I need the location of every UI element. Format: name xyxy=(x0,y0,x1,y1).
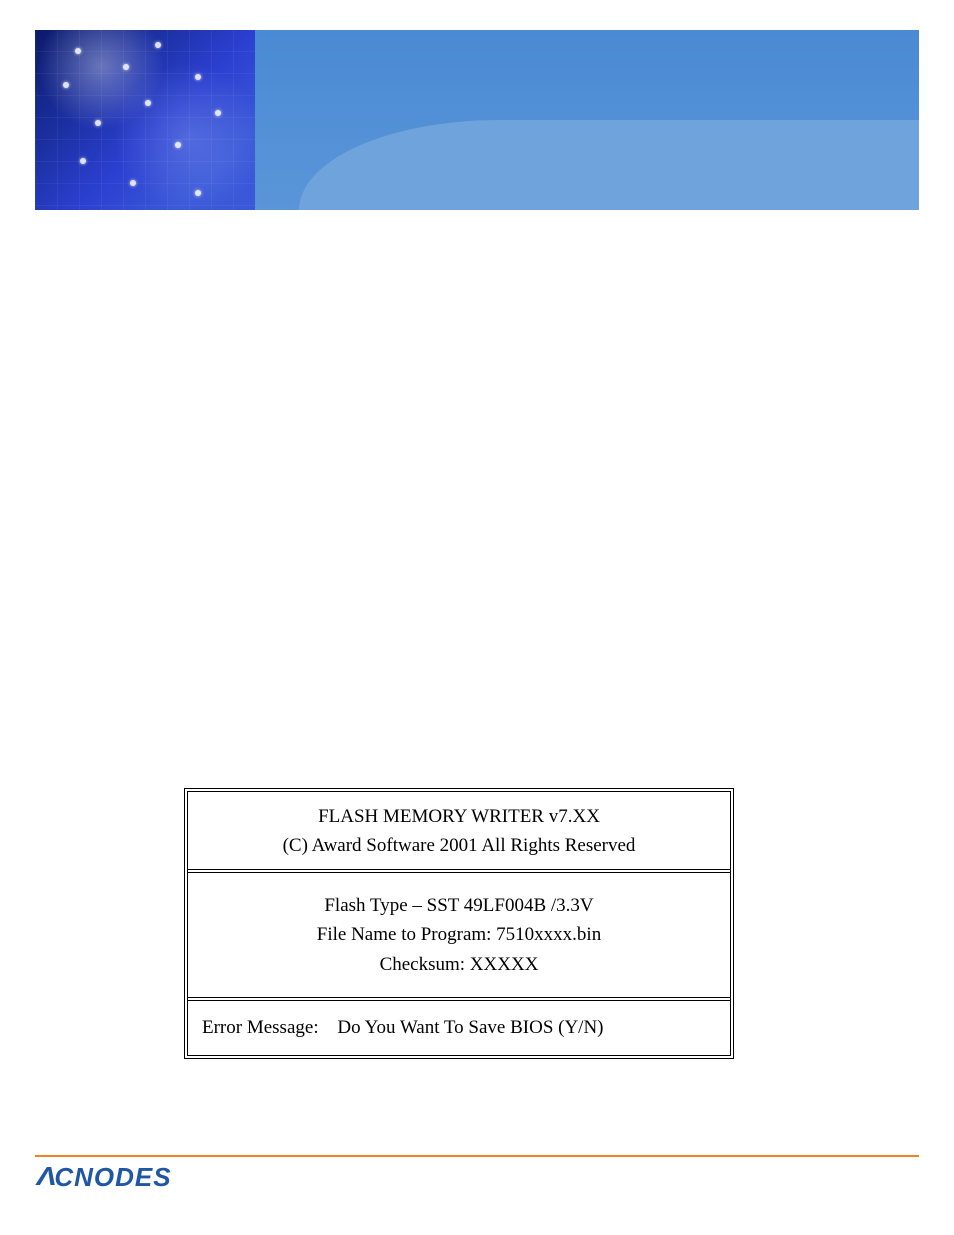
flash-writer-copyright: (C) Award Software 2001 All Rights Reser… xyxy=(200,831,718,860)
logo-caret-icon: Λ xyxy=(37,1161,58,1192)
circuit-dots xyxy=(35,30,255,210)
file-name-to-program: File Name to Program: 7510xxxx.bin xyxy=(200,920,718,949)
logo-text: CNODES xyxy=(54,1162,171,1192)
flash-writer-title-section: FLASH MEMORY WRITER v7.XX (C) Award Soft… xyxy=(188,792,730,873)
flash-writer-title: FLASH MEMORY WRITER v7.XX xyxy=(200,800,718,831)
header-curve xyxy=(299,120,919,210)
flash-type: Flash Type – SST 49LF004B /3.3V xyxy=(200,891,718,920)
header-banner xyxy=(35,30,919,210)
flash-memory-writer-box: FLASH MEMORY WRITER v7.XX (C) Award Soft… xyxy=(184,788,734,1059)
flash-writer-error-section: Error Message: Do You Want To Save BIOS … xyxy=(188,1001,730,1054)
flash-writer-info-section: Flash Type – SST 49LF004B /3.3V File Nam… xyxy=(188,873,730,1001)
error-message-label: Error Message: xyxy=(202,1017,319,1038)
acnodes-logo: ΛCNODES xyxy=(38,1162,172,1193)
checksum: Checksum: XXXXX xyxy=(200,950,718,979)
footer-divider xyxy=(35,1155,919,1157)
circuit-board-image xyxy=(35,30,255,210)
error-message-prompt: Do You Want To Save BIOS (Y/N) xyxy=(337,1017,603,1038)
